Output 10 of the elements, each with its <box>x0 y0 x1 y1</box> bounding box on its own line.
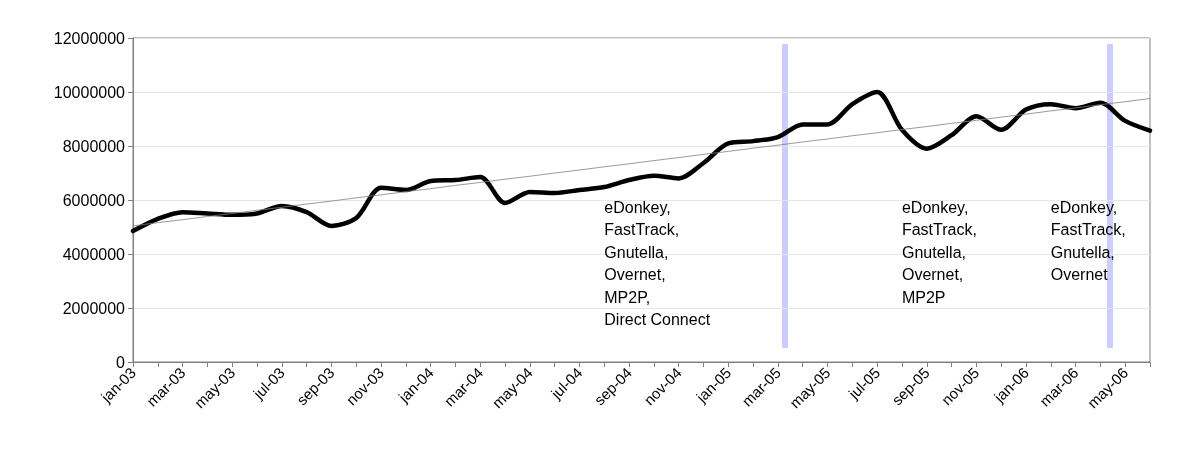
annotation: eDonkey, FastTrack, Gnutella, Overnet <box>1050 198 1126 284</box>
y-tick-label: 12000000 <box>53 29 126 47</box>
y-tick-label: 2000000 <box>62 299 126 317</box>
y-tick-label: 8000000 <box>62 137 126 155</box>
y-tick-label: 4000000 <box>62 245 126 263</box>
annotation: eDonkey, FastTrack, Gnutella, Overnet, MP2P, Direct Connect <box>604 198 711 329</box>
y-tick-label: 0 <box>116 353 126 371</box>
annotation: eDonkey, FastTrack, Gnutella, Overnet, MP2P <box>901 198 977 306</box>
y-tick-label: 6000000 <box>62 191 126 209</box>
y-tick-label: 10000000 <box>53 83 126 101</box>
